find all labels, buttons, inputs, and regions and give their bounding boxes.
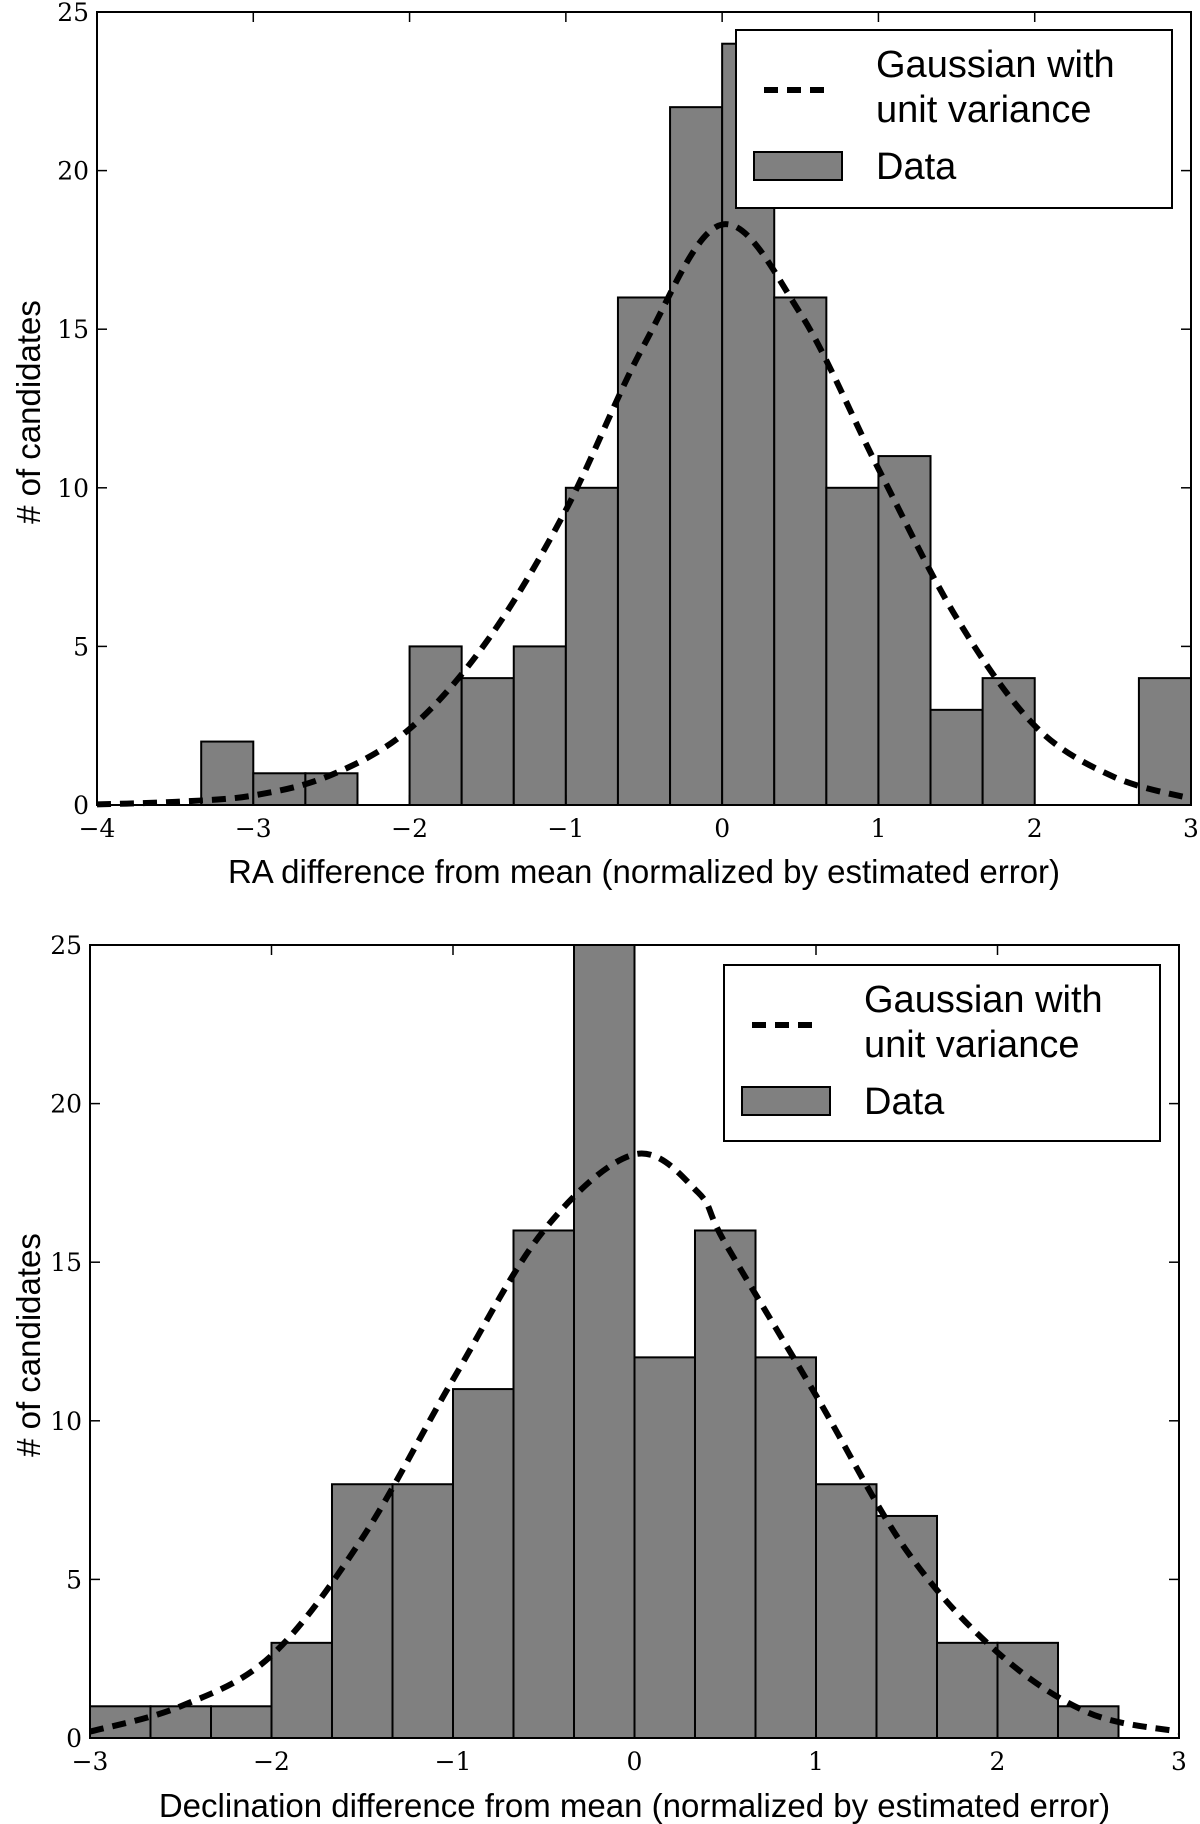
dec-legend-gaussian-line2: unit variance (864, 1024, 1079, 1066)
ra-x-tick-label: 2 (1027, 814, 1043, 843)
ra-ticks: −4 −3 −2 −1 0 1 2 3 0 5 10 15 20 25 (57, 0, 1199, 843)
ra-x-tick-label: −1 (547, 814, 584, 843)
dec-bar-7 (512, 1229, 576, 1739)
dec-bar-14 (936, 1641, 999, 1739)
ra-bar-15 (877, 455, 932, 806)
dec-y-tick-label: 0 (66, 1724, 82, 1753)
dec-bar-2 (210, 1705, 273, 1740)
ra-legend-data-swatch (753, 151, 843, 181)
dec-y-tick-label: 20 (50, 1090, 82, 1119)
ra-legend-gaussian-line1: Gaussian with (876, 44, 1115, 86)
dec-y-axis-label: # of candidates (10, 1233, 47, 1457)
dec-x-tick-label: −3 (72, 1747, 109, 1776)
ra-bar-7 (460, 677, 515, 806)
dec-y-tick-label: 10 (50, 1407, 82, 1436)
ra-x-tick-label: −2 (391, 814, 428, 843)
ra-y-tick-label: 20 (57, 157, 89, 186)
ra-bar-14 (825, 486, 880, 806)
dec-ticks: −3 −2 −1 0 1 2 3 0 5 10 15 20 25 (50, 931, 1187, 1776)
dec-y-tick-label: 5 (66, 1565, 82, 1594)
dec-x-tick-label: 1 (808, 1747, 824, 1776)
ra-bar-16 (929, 708, 984, 807)
ra-histogram-panel: −4 −3 −2 −1 0 1 2 3 0 5 10 15 20 25 RA difference fro… (10, 0, 1199, 890)
ra-x-axis-label: RA difference from mean (normalized by e… (228, 853, 1060, 890)
ra-bar-8 (512, 645, 567, 807)
dec-legend-data-label: Data (864, 1081, 945, 1123)
ra-x-tick-label: −4 (79, 814, 116, 843)
ra-bar-6 (408, 645, 463, 807)
dec-x-tick-label: −1 (435, 1747, 472, 1776)
dec-gaussian-curve (89, 1150, 1180, 1735)
dec-legend-gaussian-line1: Gaussian with (864, 979, 1103, 1021)
ra-legend-data-label: Data (876, 146, 957, 188)
dec-bar-4 (330, 1483, 394, 1739)
dec-x-tick-label: 0 (627, 1747, 643, 1776)
dec-bar-6 (452, 1388, 515, 1739)
ra-gaussian-curve (96, 221, 1192, 808)
dec-bar-11 (754, 1356, 817, 1739)
dec-y-tick-label: 15 (50, 1248, 82, 1277)
dec-x-tick-label: 3 (1171, 1747, 1187, 1776)
dec-bar-16 (1056, 1705, 1120, 1740)
dec-x-tick-label: 2 (990, 1747, 1006, 1776)
dec-legend: Gaussian with unit variance Data (723, 964, 1161, 1142)
dec-legend-data-swatch (741, 1086, 831, 1116)
ra-plot-frame (96, 11, 1192, 806)
ra-bar-9 (564, 486, 619, 806)
ra-y-axis-label: # of candidates (10, 300, 47, 524)
ra-bar-17 (981, 677, 1036, 806)
dec-x-axis-label: Declination difference from mean (normal… (159, 1787, 1110, 1824)
ra-y-tick-label: 0 (73, 791, 89, 820)
ra-bar-13 (773, 296, 828, 806)
ra-y-tick-label: 25 (57, 0, 89, 27)
dec-y-tick-label: 25 (50, 931, 82, 960)
ra-x-tick-label: −3 (235, 814, 272, 843)
dec-bar-12 (815, 1483, 878, 1739)
ra-bar-10 (616, 296, 672, 806)
ra-bar-3 (252, 772, 307, 807)
dec-bar-10 (693, 1229, 757, 1739)
ra-bar-20 (1137, 677, 1192, 806)
ra-y-tick-label: 15 (57, 315, 89, 344)
ra-y-tick-label: 5 (73, 632, 89, 661)
ra-x-tick-label: 0 (714, 814, 730, 843)
ra-bar-11 (669, 106, 724, 807)
ra-legend: Gaussian with unit variance Data (735, 29, 1173, 209)
ra-x-tick-label: 1 (870, 814, 886, 843)
dec-x-tick-label: −2 (253, 1747, 290, 1776)
dec-bar-15 (996, 1641, 1059, 1739)
dec-bar-8 (573, 944, 636, 1739)
ra-bar-2 (200, 740, 255, 806)
ra-y-tick-label: 10 (57, 474, 89, 503)
dec-bar-5 (391, 1483, 454, 1739)
ra-legend-gaussian-line2: unit variance (876, 89, 1091, 131)
dec-bar-9 (633, 1356, 696, 1739)
ra-x-tick-label: 3 (1183, 814, 1199, 843)
dec-bar-3 (270, 1641, 333, 1739)
dec-bars (89, 944, 1120, 1740)
dec-histogram-panel: −3 −2 −1 0 1 2 3 0 5 10 15 20 25 Declination differe… (10, 931, 1187, 1824)
